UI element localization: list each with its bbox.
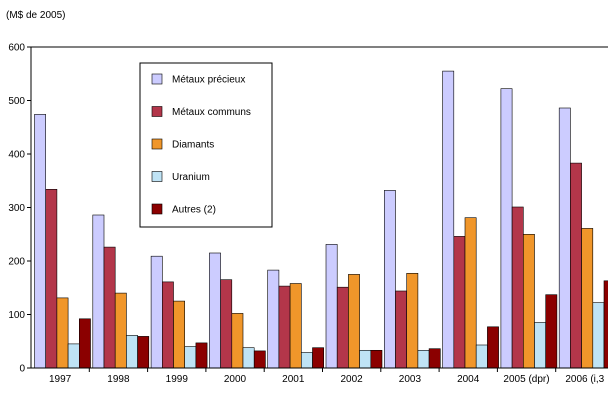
bar-2001-series-5 [313,348,324,368]
bar-2006-series-3 [582,228,593,368]
bar-1998-series-5 [138,336,149,368]
bar-2003-series-3 [407,273,418,368]
bar-2001-series-1 [268,270,279,368]
bar-2004-series-1 [443,71,454,368]
bar-2000-series-4 [243,348,254,368]
bar-1999-series-4 [185,347,196,368]
y-tick-label: 200 [8,257,25,268]
bar-2004-series-3 [465,218,476,368]
y-tick-label: 500 [8,96,25,107]
bar-1997-series-1 [35,114,46,368]
x-tick-label: 2005 (dpr) [503,374,549,385]
bar-2001-series-2 [279,286,290,368]
bar-2002-series-4 [360,350,371,368]
bar-1998-series-3 [115,293,126,368]
bar-2000-series-1 [209,253,220,368]
bar-2002-series-1 [326,244,337,368]
bar-2006-series-4 [593,303,604,368]
x-tick-label: 2001 [282,374,305,385]
legend-label: Autres (2) [172,205,216,216]
y-tick-label: 600 [8,43,25,54]
bar-2003-series-4 [418,350,429,368]
bar-2001-series-4 [301,353,312,369]
bar-2004-series-2 [454,236,465,368]
bar-1998-series-4 [126,335,137,368]
y-tick-label: 100 [8,310,25,321]
bar-2004-series-4 [476,345,487,368]
bar-2002-series-2 [337,287,348,368]
bar-1998-series-2 [104,247,115,368]
bar-2005-series-5 [546,295,557,368]
y-tick-label: 400 [8,150,25,161]
legend-label: Uranium [172,172,210,183]
x-tick-label: 2002 [340,374,363,385]
bar-2005-series-2 [512,207,523,368]
x-tick-label: 1999 [166,374,189,385]
legend-swatch [152,107,162,117]
bar-2005-series-4 [535,323,546,369]
bar-2005-series-1 [501,89,512,368]
legend-swatch [152,204,162,214]
x-tick-label: 2000 [224,374,247,385]
x-tick-label: 2003 [399,374,422,385]
bar-1997-series-4 [68,344,79,368]
bar-1998-series-1 [93,215,104,368]
legend-label: Métaux communs [172,107,251,118]
bar-2006-series-1 [559,108,570,368]
bar-2002-series-5 [371,350,382,368]
x-tick-label: 1997 [49,374,72,385]
bar-2001-series-3 [290,284,301,369]
bar-1997-series-3 [57,298,68,368]
bar-2003-series-2 [396,291,407,368]
bar-2003-series-1 [384,190,395,368]
bar-1997-series-2 [46,189,57,368]
y-tick-label: 300 [8,203,25,214]
x-tick-label: 2004 [457,374,480,385]
unit-label: (M$ de 2005) [6,10,65,21]
x-tick-label: 1998 [107,374,130,385]
bar-1999-series-3 [174,301,185,368]
bar-1999-series-5 [196,343,207,368]
legend-label: Diamants [172,140,214,151]
legend-label: Métaux précieux [172,75,245,86]
bar-1999-series-2 [162,282,173,368]
bars-layer [35,71,608,368]
bar-2006-series-2 [570,163,581,368]
x-tick-label: 2006 (i,3 [565,374,604,385]
bar-2006-series-5 [604,281,608,368]
legend: Métaux précieux Métaux communs Diamants Ura… [140,63,272,227]
bar-1999-series-1 [151,256,162,368]
bar-2004-series-5 [487,327,498,368]
legend-swatch [152,139,162,149]
bar-2002-series-3 [348,274,359,368]
y-tick-label: 0 [19,364,25,375]
bar-2000-series-2 [221,280,232,368]
bar-2000-series-5 [254,351,265,368]
bar-2000-series-3 [232,313,243,368]
bar-1997-series-5 [79,319,90,368]
legend-swatch [152,74,162,84]
bar-2005-series-3 [523,234,534,368]
bar-2003-series-5 [429,349,440,368]
legend-swatch [152,172,162,182]
